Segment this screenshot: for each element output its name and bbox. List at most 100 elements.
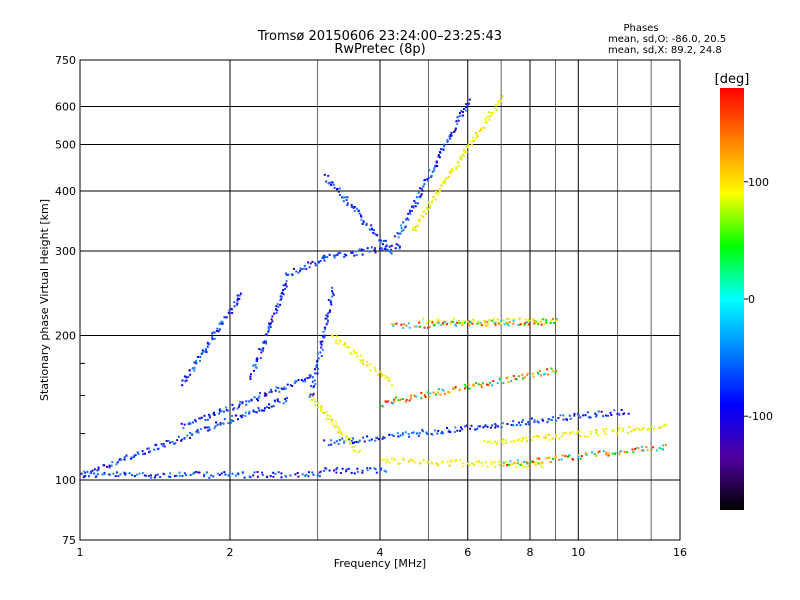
data-point <box>494 423 497 425</box>
data-point <box>260 348 263 351</box>
data-point <box>537 323 540 326</box>
data-point <box>548 456 551 459</box>
data-point <box>324 326 326 329</box>
data-point <box>180 438 183 441</box>
data-point <box>471 139 474 142</box>
data-point <box>453 317 456 320</box>
data-point <box>236 407 239 410</box>
data-point <box>264 392 266 395</box>
data-point <box>395 396 397 399</box>
data-point <box>461 324 464 327</box>
data-point <box>451 170 454 173</box>
data-point <box>236 303 238 306</box>
data-point <box>282 289 284 292</box>
data-point <box>448 429 451 432</box>
data-point <box>362 436 365 439</box>
data-point <box>562 414 565 417</box>
data-point <box>379 241 382 244</box>
data-point <box>212 331 215 334</box>
data-point <box>426 178 429 181</box>
data-point <box>383 458 386 461</box>
data-point <box>252 364 255 367</box>
data-point <box>449 172 452 175</box>
data-point <box>435 191 438 193</box>
data-point <box>537 421 540 424</box>
data-point <box>280 472 283 475</box>
data-point <box>463 321 466 324</box>
data-point <box>501 422 504 425</box>
data-point <box>253 369 255 372</box>
data-point <box>395 322 398 325</box>
data-point <box>223 316 226 319</box>
data-point <box>532 319 535 322</box>
data-point <box>268 406 271 409</box>
data-point <box>333 256 336 259</box>
data-point <box>252 474 255 477</box>
data-point <box>347 467 350 470</box>
data-point <box>544 373 546 376</box>
data-point <box>319 259 322 262</box>
data-point <box>383 469 386 472</box>
data-point <box>508 463 510 466</box>
data-point <box>303 264 306 267</box>
data-point <box>237 418 239 421</box>
data-point <box>284 398 287 400</box>
data-point <box>582 414 585 417</box>
data-point <box>317 402 320 405</box>
data-point <box>236 297 239 300</box>
data-point <box>477 425 480 428</box>
data-point <box>426 321 429 324</box>
data-point <box>389 250 392 252</box>
data-point <box>662 424 665 427</box>
data-point <box>442 148 445 151</box>
data-point <box>493 440 496 443</box>
data-point <box>451 459 454 462</box>
x-tick-label: 8 <box>527 546 534 559</box>
data-point <box>329 181 332 184</box>
y-tick-label: 500 <box>55 139 76 152</box>
data-point <box>206 341 209 344</box>
data-point <box>310 395 313 398</box>
data-point <box>440 432 443 435</box>
data-point <box>371 227 373 230</box>
data-point <box>189 474 192 476</box>
data-point <box>393 235 396 238</box>
data-point <box>521 463 523 466</box>
data-point <box>557 417 560 419</box>
data-point <box>285 272 288 275</box>
data-point <box>327 174 330 177</box>
data-point <box>549 319 552 322</box>
data-point <box>339 472 342 474</box>
data-point <box>470 424 473 427</box>
data-point <box>496 321 499 324</box>
data-point <box>356 207 358 210</box>
data-point <box>162 472 165 475</box>
data-point <box>417 434 420 437</box>
data-point <box>331 423 334 426</box>
data-point <box>521 377 524 380</box>
data-point <box>458 319 461 322</box>
data-point <box>107 473 110 476</box>
data-point <box>353 209 356 212</box>
data-point <box>527 323 530 326</box>
data-point <box>183 423 186 426</box>
data-points <box>80 95 667 479</box>
data-point <box>123 458 126 461</box>
data-point <box>589 416 592 419</box>
data-point <box>427 176 430 179</box>
data-point <box>462 114 465 117</box>
data-point <box>80 472 83 475</box>
data-point <box>410 394 413 397</box>
data-point <box>372 229 375 232</box>
data-point <box>337 442 340 445</box>
data-point <box>397 463 400 465</box>
data-point <box>311 471 314 474</box>
data-point <box>354 250 357 253</box>
data-point <box>560 458 563 461</box>
data-point <box>183 375 186 378</box>
data-point <box>416 202 419 205</box>
data-point <box>497 99 500 102</box>
data-point <box>268 391 271 394</box>
data-point <box>480 322 483 325</box>
